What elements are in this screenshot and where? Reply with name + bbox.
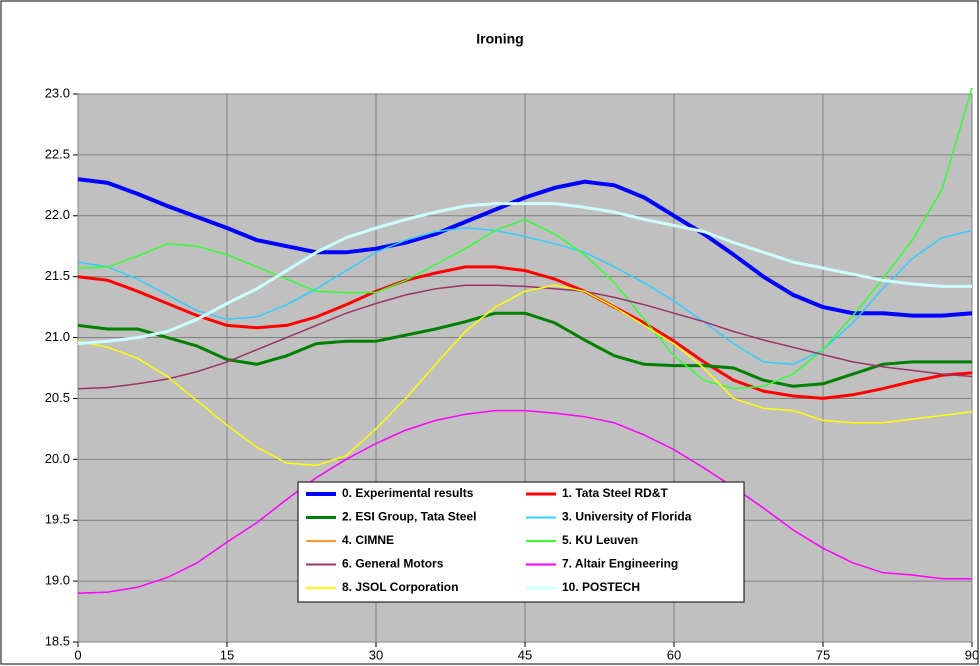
y-tick-label: 22.5 bbox=[45, 146, 70, 161]
series-line bbox=[77, 311, 972, 388]
series-line bbox=[77, 409, 972, 595]
legend-label: 4. CIMNE bbox=[342, 533, 394, 547]
x-tick-label: 0 bbox=[74, 647, 81, 662]
series-line bbox=[77, 265, 973, 400]
legend-label: 8. JSOL Corporation bbox=[342, 580, 458, 594]
legend-label: 7. Altair Engineering bbox=[562, 557, 678, 571]
legend-label: 6. General Motors bbox=[342, 557, 444, 571]
y-tick-label: 23.0 bbox=[45, 85, 70, 100]
y-tick-label: 22.0 bbox=[45, 207, 70, 222]
x-tick-label: 75 bbox=[816, 647, 830, 662]
y-tick-label: 20.5 bbox=[45, 390, 70, 405]
x-tick-label: 90 bbox=[965, 647, 979, 662]
legend-label: 5. KU Leuven bbox=[562, 533, 638, 547]
legend-label: 0. Experimental results bbox=[342, 486, 474, 500]
y-tick-label: 21.0 bbox=[45, 329, 70, 344]
legend-label: 3. University of Florida bbox=[562, 510, 692, 524]
series-line bbox=[77, 202, 972, 346]
x-tick-label: 60 bbox=[667, 647, 681, 662]
chart-title: Ironing bbox=[476, 31, 523, 47]
legend-label: 10. POSTECH bbox=[562, 580, 640, 594]
series-line bbox=[77, 87, 973, 390]
y-tick-label: 20.0 bbox=[45, 451, 70, 466]
y-tick-label: 18.5 bbox=[45, 633, 70, 648]
legend-box bbox=[297, 481, 745, 603]
lines bbox=[77, 87, 973, 595]
x-tick-label: 15 bbox=[220, 647, 234, 662]
x-tick-label: 45 bbox=[518, 647, 532, 662]
x-tick-label: 30 bbox=[369, 647, 383, 662]
y-tick-label: 21.5 bbox=[45, 268, 70, 283]
legend-label: 2. ESI Group, Tata Steel bbox=[342, 510, 476, 524]
legend: 0. Experimental results 1. Tata Steel RD&… bbox=[297, 481, 745, 603]
y-tick-label: 19.0 bbox=[45, 573, 70, 588]
series-line bbox=[77, 284, 973, 467]
y-tick-label: 19.5 bbox=[45, 512, 70, 527]
legend-label: 1. Tata Steel RD&T bbox=[562, 486, 668, 500]
series-line bbox=[77, 177, 973, 318]
series-line bbox=[77, 284, 973, 390]
